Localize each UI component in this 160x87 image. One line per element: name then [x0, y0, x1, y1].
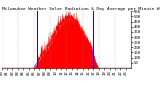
Text: Milwaukee Weather Solar Radiation & Day Average per Minute W/m2 (Today): Milwaukee Weather Solar Radiation & Day …	[2, 7, 160, 11]
